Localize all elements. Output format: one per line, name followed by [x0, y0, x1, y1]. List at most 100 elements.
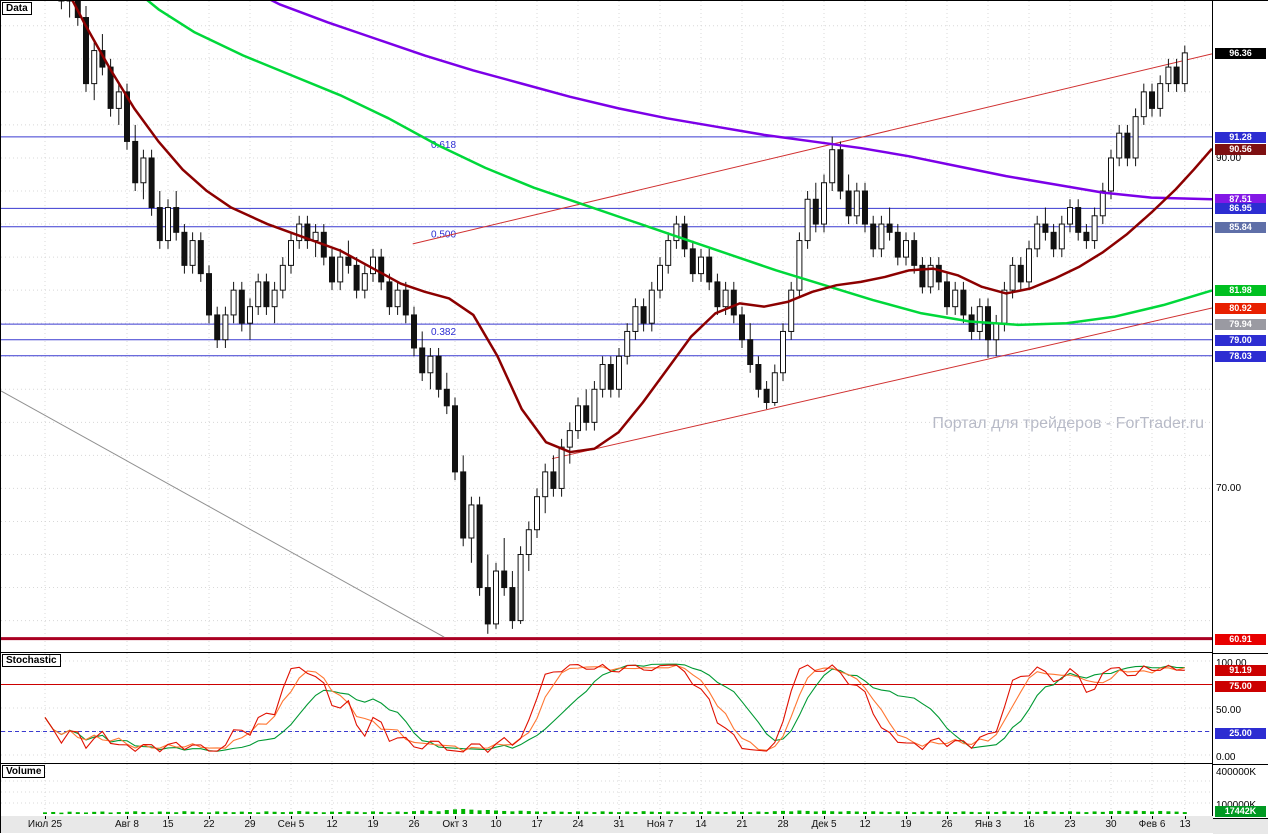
- volume-bar: [936, 811, 941, 814]
- volume-canvas[interactable]: [1, 764, 1212, 816]
- candle: [452, 405, 458, 473]
- volume-bar: [239, 811, 244, 814]
- time-tick: [291, 816, 292, 819]
- volume-bar: [592, 812, 597, 814]
- volume-bar: [84, 812, 88, 814]
- volume-bar: [1141, 811, 1146, 814]
- volume-bar: [141, 811, 146, 814]
- volume-bar: [1018, 812, 1023, 814]
- candle: [124, 91, 130, 142]
- candle: [1050, 231, 1057, 250]
- axis-tag: 91.28: [1215, 132, 1266, 143]
- pane-title-volume: Volume: [2, 765, 46, 778]
- grid: [1, 764, 1212, 816]
- ma-slow-purple: [270, 1, 1212, 201]
- candle: [960, 289, 967, 316]
- time-label: 10: [490, 819, 502, 830]
- time-tick: [619, 816, 620, 819]
- axis-tick: 400000K: [1216, 767, 1257, 778]
- volume-bar: [371, 811, 375, 814]
- price-axis-main: 90.00 70.00 96.36 91.28 90.56 87.51 86.95 85.84…: [1213, 1, 1268, 654]
- volume-bar: [699, 811, 703, 814]
- candle: [484, 587, 491, 625]
- volume-bar: [1051, 811, 1056, 814]
- volume-bar: [551, 811, 556, 814]
- volume-bar: [330, 811, 334, 814]
- candle: [509, 587, 516, 622]
- stochastic-line: [44, 663, 1185, 752]
- time-label: 14: [695, 819, 707, 830]
- volume-bar: [461, 808, 466, 814]
- time-tick: [1111, 816, 1112, 819]
- volume-bar: [256, 812, 261, 814]
- price-axis-stochastic: 100.00 50.00 0.00 91.19 75.00 25.00: [1213, 654, 1268, 765]
- candle: [1009, 264, 1016, 291]
- time-label: 16: [1023, 819, 1035, 830]
- candle: [1157, 83, 1164, 109]
- candle: [993, 322, 1000, 341]
- candle: [1058, 223, 1065, 250]
- volume-bar: [485, 809, 490, 814]
- volume-bar: [961, 811, 966, 814]
- trendline: [412, 53, 1212, 245]
- volume-bar: [526, 811, 531, 814]
- candle: [804, 198, 811, 242]
- volume-bar: [469, 809, 474, 814]
- volume-bar: [223, 811, 228, 814]
- volume-bar: [477, 810, 482, 814]
- time-tick: [45, 816, 46, 819]
- time-tick: [660, 816, 661, 819]
- volume-bar: [436, 811, 441, 814]
- time-tick: [906, 816, 907, 819]
- candle: [1026, 248, 1032, 283]
- volume-bar: [346, 811, 351, 814]
- candle: [1165, 66, 1172, 85]
- candle: [657, 264, 663, 291]
- time-label: 22: [203, 819, 215, 830]
- time-label: 23: [1064, 819, 1076, 830]
- volume-bar: [625, 811, 630, 814]
- volume-bar: [272, 811, 277, 814]
- volume-bar: [584, 811, 589, 814]
- candle: [222, 314, 229, 341]
- volume-bar: [1158, 810, 1163, 814]
- volume-bar: [1059, 811, 1064, 814]
- volume-bar: [969, 811, 974, 814]
- volume-bar: [1109, 811, 1113, 814]
- candle: [558, 446, 565, 489]
- volume-bar: [215, 811, 220, 814]
- candle: [911, 240, 918, 266]
- candle: [894, 231, 901, 258]
- time-tick: [455, 816, 456, 819]
- candle: [821, 182, 827, 225]
- candle: [788, 289, 795, 332]
- time-label: Дек 5: [811, 819, 837, 830]
- axis-tag: 91.19: [1215, 665, 1266, 676]
- volume-bar: [977, 812, 982, 814]
- volume-bar: [863, 811, 867, 814]
- volume-bar: [781, 810, 785, 814]
- stochastic-canvas[interactable]: [1, 653, 1212, 763]
- price-chart-canvas[interactable]: 0.618 0.500 0.382: [1, 1, 1212, 652]
- time-label: 26: [941, 819, 953, 830]
- candle: [607, 364, 614, 390]
- candle: [632, 306, 639, 332]
- volume-bars: [43, 808, 1187, 815]
- axis-tag: 86.95: [1215, 203, 1266, 214]
- time-tick: [1029, 816, 1030, 819]
- ma-fast-darkred: [71, 1, 1212, 454]
- volume-bar: [289, 811, 293, 814]
- candle: [460, 471, 467, 539]
- candle: [624, 330, 631, 357]
- volume-bar: [428, 810, 433, 814]
- time-label: 28: [777, 819, 789, 830]
- volume-bar: [715, 811, 720, 814]
- time-label: 12: [326, 819, 338, 830]
- volume-bar: [567, 811, 572, 814]
- volume-bar: [510, 811, 515, 814]
- candle: [115, 91, 122, 109]
- axis-tag: 81.98: [1215, 285, 1266, 296]
- candle: [976, 306, 983, 332]
- candle: [386, 281, 393, 308]
- price-axis-column: 90.00 70.00 96.36 91.28 90.56 87.51 86.95 85.84…: [1213, 0, 1268, 834]
